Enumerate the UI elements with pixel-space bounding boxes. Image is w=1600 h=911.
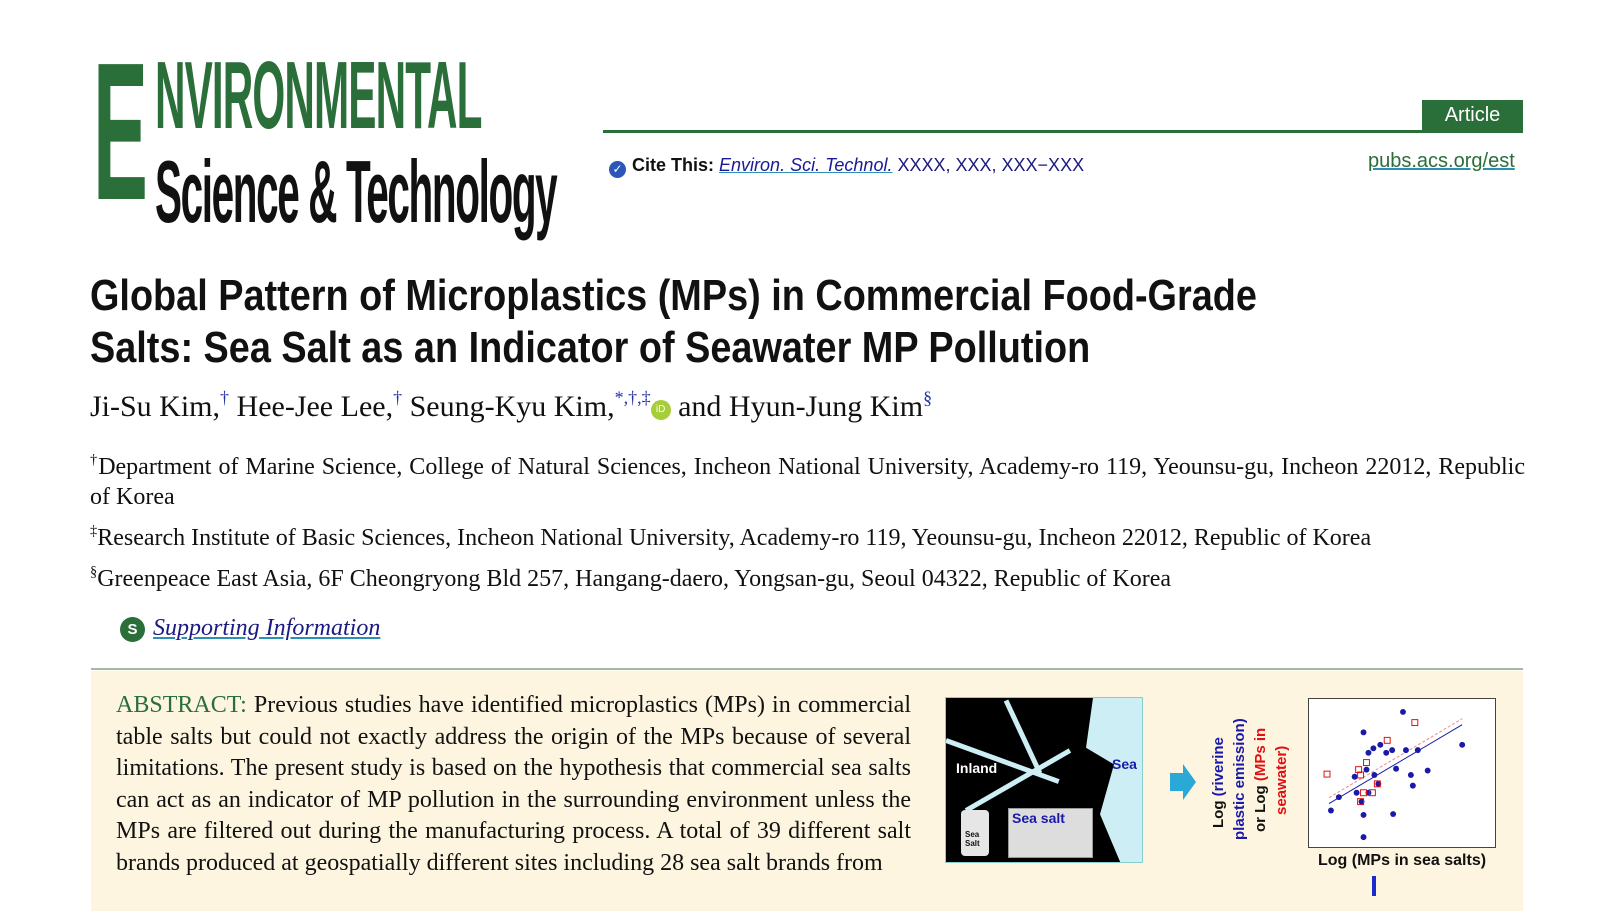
toc-map-graphic: Inland Sea Sea salt Sea Salt <box>945 697 1143 863</box>
blue-point <box>1400 708 1406 715</box>
cite-label: Cite This: <box>632 155 715 175</box>
cite-journal-link[interactable]: Environ. Sci. Technol. <box>719 155 893 175</box>
blue-point <box>1360 811 1367 818</box>
orcid-icon[interactable]: iD <box>650 400 671 420</box>
journal-logo: E NVIRONMENTAL Science & Technology <box>93 34 578 241</box>
cite-line: ✓ Cite This: Environ. Sci. Technol. XXXX,… <box>609 155 1084 178</box>
blue-point <box>1402 747 1409 754</box>
blue-point <box>1409 782 1416 789</box>
affiliation-text: Research Institute of Basic Sciences, In… <box>97 525 1372 551</box>
blue-point <box>1459 741 1466 748</box>
blue-point <box>1353 789 1360 796</box>
toc-xlabel: Log (MPs in sea salts) <box>1318 852 1487 869</box>
red-point <box>1357 798 1365 806</box>
red-point <box>1355 766 1363 774</box>
blue-point <box>1393 765 1400 772</box>
sea-salt-photo <box>1008 808 1093 858</box>
blue-point <box>1407 772 1414 778</box>
toc-scatter-plot <box>1308 698 1496 848</box>
red-point <box>1363 759 1370 766</box>
blue-point <box>1365 749 1372 756</box>
article-type-badge: Article <box>1422 100 1523 131</box>
blue-point <box>1335 794 1342 801</box>
blue-point <box>1363 766 1370 773</box>
supporting-info-icon: S <box>120 617 145 642</box>
blue-point <box>1360 834 1367 841</box>
red-point <box>1357 771 1365 779</box>
toc-blue-bar <box>1372 876 1376 896</box>
ylabel-part: (MPs in <box>1252 727 1269 782</box>
affiliation-text: Department of Marine Science, College of… <box>90 454 1526 510</box>
blue-point <box>1328 807 1334 814</box>
affiliation-mark: § <box>90 563 98 580</box>
blue-point <box>1390 811 1397 818</box>
red-point <box>1373 780 1381 788</box>
sea-label: Sea <box>1112 756 1137 772</box>
trend-line-red <box>1328 718 1463 799</box>
blue-point <box>1351 773 1358 780</box>
blue-point <box>1371 772 1378 778</box>
affiliation: †Department of Marine Science, College o… <box>90 452 1525 512</box>
blue-point <box>1414 747 1421 754</box>
check-icon: ✓ <box>609 161 626 178</box>
shaker-label: Sea Salt <box>965 830 980 848</box>
abstract-body: Previous studies have identified micropl… <box>116 692 911 876</box>
blue-point <box>1370 745 1377 752</box>
inland-label: Inland <box>956 760 998 776</box>
affiliation-mark: ‡ <box>90 522 98 539</box>
header-rule <box>603 130 1523 133</box>
author-marks[interactable]: *,†,‡ <box>614 387 651 408</box>
abstract-heading: ABSTRACT: <box>116 692 247 718</box>
red-point <box>1383 736 1391 744</box>
author-name[interactable]: Ji-Su Kim, <box>90 390 221 423</box>
logo-initial: E <box>93 22 148 241</box>
ylabel-part: plastic emission) <box>1231 718 1248 840</box>
blue-point <box>1424 767 1431 774</box>
title-line: Salts: Sea Salt as an Indicator of Seawa… <box>90 323 1091 372</box>
ylabel-part: or Log <box>1252 785 1269 832</box>
affiliation-text: Greenpeace East Asia, 6F Cheongryong Bld… <box>97 566 1171 592</box>
toc-ylabel: Log (riverine plastic emission) or Log (… <box>1210 700 1310 840</box>
red-point <box>1368 789 1376 797</box>
title-line: Global Pattern of Microplastics (MPs) in… <box>90 271 1257 320</box>
affiliation: §Greenpeace East Asia, 6F Cheongryong Bl… <box>90 564 1525 594</box>
blue-point <box>1383 749 1390 756</box>
blue-point <box>1377 741 1384 748</box>
ylabel-part: seawater) <box>1273 745 1290 815</box>
page-title: Global Pattern of Microplastics (MPs) in… <box>90 270 1530 374</box>
sea-salt-label: Sea salt <box>1012 810 1065 826</box>
logo-line1: NVIRONMENTAL <box>155 42 482 149</box>
supporting-info-label[interactable]: Supporting Information <box>153 615 381 641</box>
ylabel-part: Log <box>1210 800 1227 829</box>
blue-point <box>1389 747 1396 754</box>
abstract-text: ABSTRACT: Previous studies have identifi… <box>116 690 911 909</box>
author-name[interactable]: Hee-Jee Lee, <box>236 390 394 423</box>
logo-line2: Science & Technology <box>155 142 558 241</box>
journal-site-link[interactable]: pubs.acs.org/est <box>1368 150 1515 172</box>
trend-line-blue <box>1328 724 1463 805</box>
author-list: Ji-Su Kim,† Hee-Jee Lee,† Seung-Kyu Kim,… <box>90 387 933 424</box>
affiliation-mark: † <box>90 451 99 468</box>
author-marks[interactable]: † <box>393 387 403 408</box>
author-name[interactable]: Seung-Kyu Kim, <box>409 390 615 423</box>
author-name[interactable]: and Hyun-Jung Kim <box>678 390 924 423</box>
ylabel-part: (riverine <box>1210 737 1227 797</box>
red-point <box>1360 789 1367 797</box>
supporting-information-link[interactable]: S Supporting Information <box>120 615 380 642</box>
red-point <box>1411 719 1419 727</box>
salt-shaker <box>961 810 989 856</box>
red-point <box>1323 770 1331 778</box>
cite-volume: XXXX, XXX, XXX−XXX <box>897 155 1085 175</box>
blue-point <box>1360 729 1367 736</box>
affiliation: ‡Research Institute of Basic Sciences, I… <box>90 523 1525 553</box>
author-marks[interactable]: § <box>923 387 933 408</box>
author-marks[interactable]: † <box>220 387 230 408</box>
divider <box>91 668 1523 670</box>
abstract-box <box>91 671 1523 911</box>
